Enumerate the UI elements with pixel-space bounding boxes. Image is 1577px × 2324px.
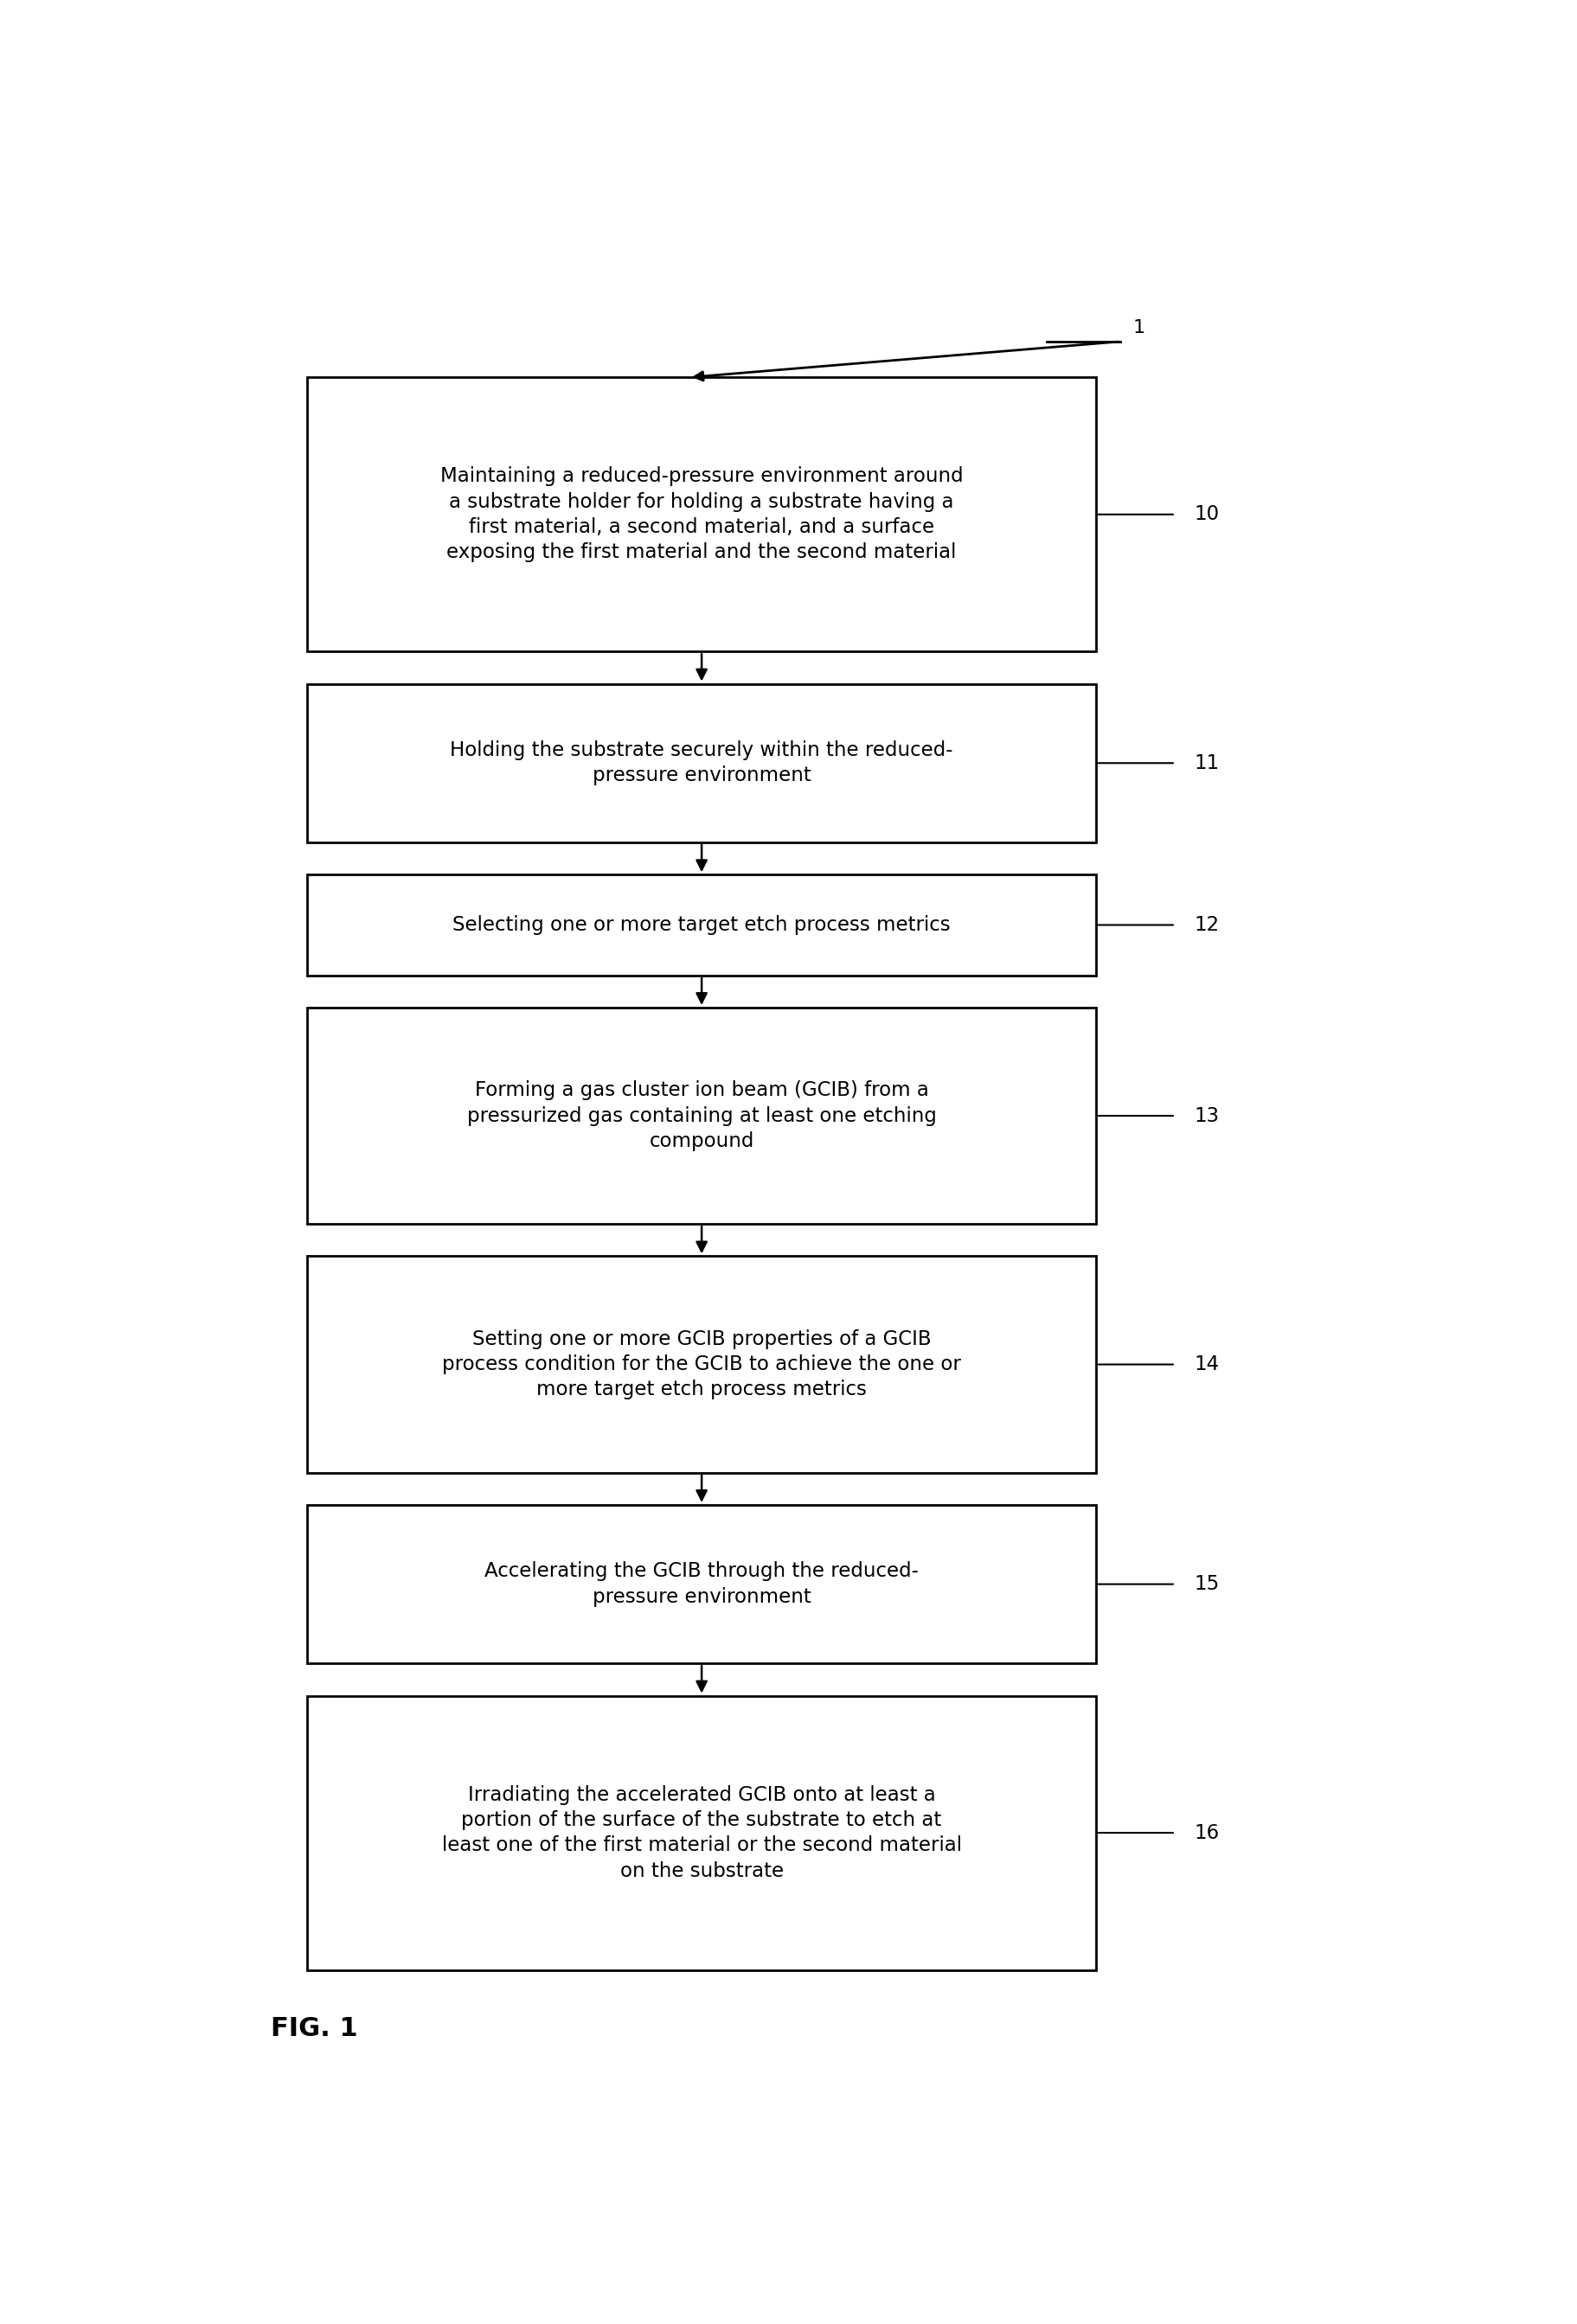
Bar xyxy=(308,376,1096,651)
Text: Irradiating the accelerated GCIB onto at least a
portion of the surface of the s: Irradiating the accelerated GCIB onto at… xyxy=(442,1785,960,1880)
Text: 15: 15 xyxy=(1194,1573,1219,1594)
Text: 16: 16 xyxy=(1194,1822,1219,1843)
Text: 12: 12 xyxy=(1194,916,1219,934)
Text: Maintaining a reduced-pressure environment around
a substrate holder for holding: Maintaining a reduced-pressure environme… xyxy=(440,467,962,562)
Bar xyxy=(308,683,1096,841)
Text: Accelerating the GCIB through the reduced-
pressure environment: Accelerating the GCIB through the reduce… xyxy=(484,1562,918,1606)
Text: FIG. 1: FIG. 1 xyxy=(271,2017,358,2040)
Text: 13: 13 xyxy=(1194,1106,1219,1125)
Bar xyxy=(308,1697,1096,1971)
Text: 14: 14 xyxy=(1194,1355,1219,1373)
Text: Forming a gas cluster ion beam (GCIB) from a
pressurized gas containing at least: Forming a gas cluster ion beam (GCIB) fr… xyxy=(467,1081,937,1150)
Text: Setting one or more GCIB properties of a GCIB
process condition for the GCIB to : Setting one or more GCIB properties of a… xyxy=(442,1329,960,1399)
Text: 1: 1 xyxy=(1132,318,1145,337)
Bar xyxy=(308,1257,1096,1473)
Text: Holding the substrate securely within the reduced-
pressure environment: Holding the substrate securely within th… xyxy=(449,741,953,786)
Bar xyxy=(308,1506,1096,1664)
Bar xyxy=(308,1009,1096,1225)
Bar xyxy=(308,874,1096,976)
Text: Selecting one or more target etch process metrics: Selecting one or more target etch proces… xyxy=(453,916,949,934)
Text: 10: 10 xyxy=(1194,504,1219,525)
Text: 11: 11 xyxy=(1194,753,1219,774)
